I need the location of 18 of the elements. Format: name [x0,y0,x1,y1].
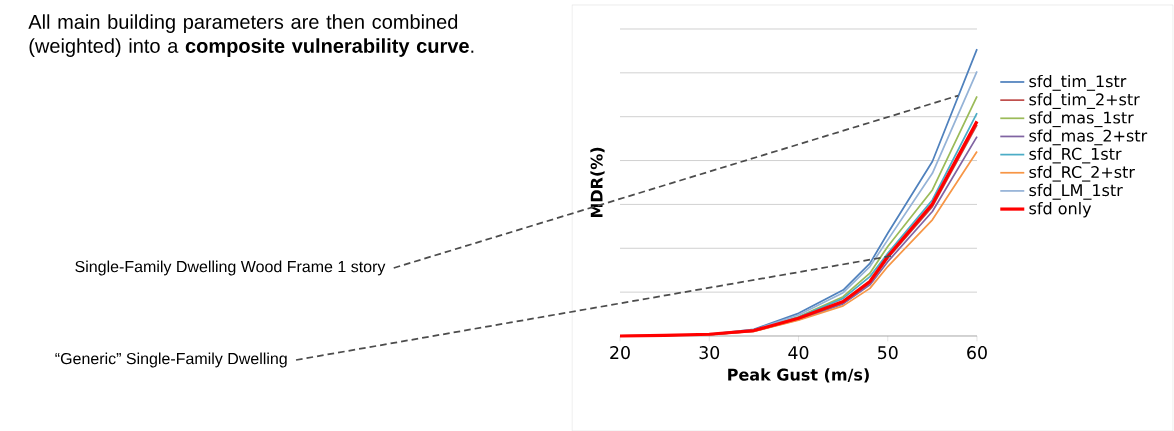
legend-label: sfd_tim_2+str [1029,93,1140,109]
legend-label: sfd_LM_1str [1029,183,1123,200]
x-tick-label: 20 [610,346,630,360]
x-tick-label: 60 [967,346,987,360]
legend-label: sfd_tim_1str [1029,74,1127,91]
legend-label: sfd_mas_1str [1029,111,1134,128]
annotation: Single-Family Dwelling Wood Frame 1 story [75,260,386,276]
x-axis-title: Peak Gust (m/s) [728,368,869,383]
annotation: “Generic” Single-Family Dwelling [55,352,287,368]
legend-label: sfd_RC_1str [1029,147,1122,164]
x-tick-label: 50 [878,346,898,360]
y-axis-title: MDR(%) [590,147,605,218]
legend-label: sfd_RC_2+str [1029,165,1135,182]
text: All main building parameters are then combined (weighted) into a composite vulnerability curve. [28,14,474,57]
legend-label: sfd only [1029,202,1092,218]
x-tick-label: 40 [788,346,809,360]
x-tick-label: 30 [699,346,720,360]
legend-label: sfd_mas_2+str [1029,129,1148,146]
